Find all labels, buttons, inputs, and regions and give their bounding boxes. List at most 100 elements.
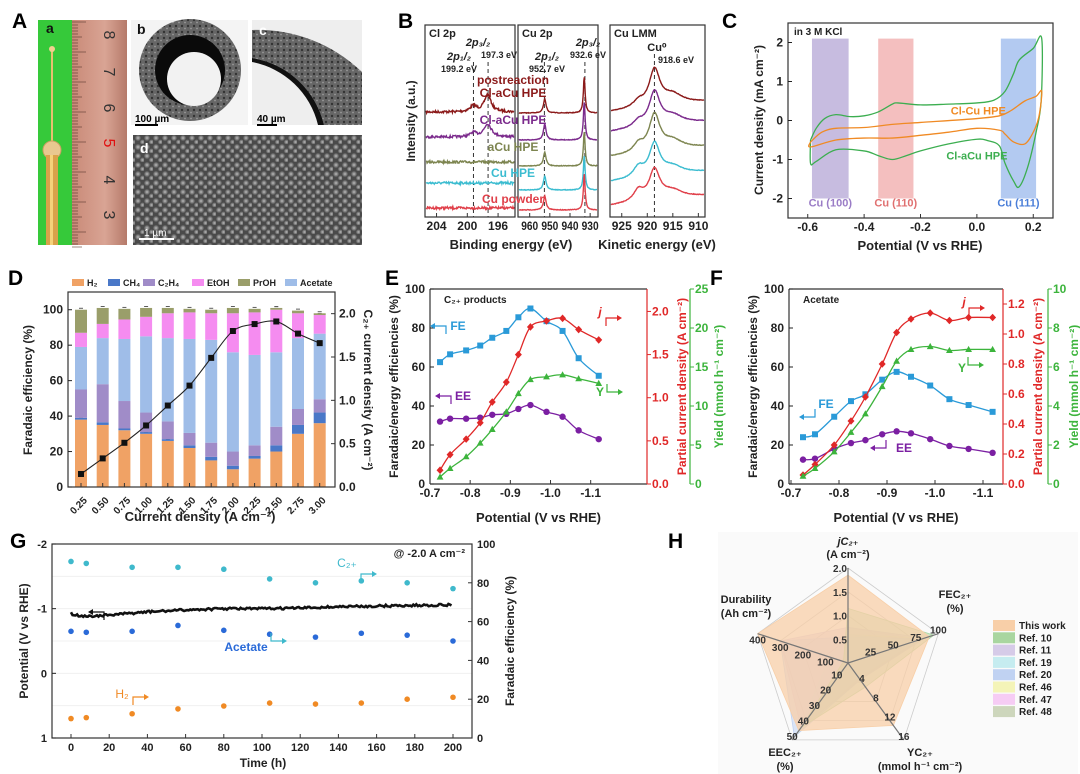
data-point [878, 360, 886, 368]
y-tick-label-right: 1.2 [1008, 297, 1025, 311]
arrow-icon [360, 573, 375, 582]
data-point [462, 415, 470, 422]
arrowhead-icon [88, 609, 93, 615]
x-tick-label: 930 [582, 219, 599, 233]
data-point [847, 428, 855, 435]
y-tick-label: -1 [37, 604, 47, 616]
bar-segment [140, 316, 153, 337]
radar-tick-label: 25 [865, 648, 877, 659]
fe-point-0 [175, 564, 181, 571]
data-point [907, 315, 915, 323]
fe-point-1 [68, 628, 74, 635]
fe-point-2 [312, 701, 319, 707]
peak-label: 2p₃/₂ [575, 37, 600, 49]
spectrum-curve [610, 140, 705, 182]
y-axis-label: Faradaic/energy efficiencies (%) [746, 295, 760, 478]
radar-tick-label: 30 [809, 701, 821, 712]
series-label: EE [896, 441, 912, 455]
legend-label: Ref. 48 [1019, 707, 1052, 718]
bar-segment [140, 336, 153, 413]
legend-swatch [192, 279, 204, 286]
bar-segment [140, 433, 153, 487]
y-tick-label-right2: 4 [1053, 399, 1060, 413]
panel-e-c2-products: 0 20 40 60 80 100 0.0 0.5 1.0 1.5 2.0 0 5 10 15 20 25 -0.… [387, 282, 726, 525]
y-tick-label-right: 60 [477, 617, 489, 629]
spectrum-curve [425, 92, 515, 116]
y-tick-label-right: 2.0 [652, 304, 669, 318]
data-point [502, 408, 510, 415]
bar-segment [75, 389, 87, 418]
peak-label: 2p₁/₂ [446, 51, 471, 63]
radar-axis [847, 633, 939, 664]
fe-point-2 [358, 700, 365, 706]
panel-label-e: E [385, 267, 399, 290]
c2-current-point [143, 422, 150, 429]
data-point [848, 398, 854, 405]
legend-label: Ref. 11 [1019, 646, 1052, 657]
radar-tick-label: 50 [888, 640, 900, 651]
x-axis-label: Kinetic energy (eV) [598, 237, 716, 252]
data-point [436, 466, 444, 474]
data-point [514, 350, 522, 359]
fe-point-2 [68, 715, 74, 722]
data-point [436, 473, 444, 480]
legend-label: Ref. 20 [1019, 670, 1052, 681]
x-tick-label: 204 [427, 219, 447, 233]
y-tick-label-right: 1.5 [652, 348, 669, 362]
y-tick-label-right: 0.4 [1008, 417, 1025, 431]
series-label: EE [455, 389, 471, 403]
spectrum-curve [611, 89, 704, 132]
legend-label: Ref. 10 [1019, 633, 1052, 644]
x-axis-label: Current density (A cm⁻²) [125, 509, 276, 524]
radar-tick-label: 10 [831, 670, 843, 681]
series-label: C₂₊ [337, 556, 357, 570]
fe-point-0 [129, 564, 135, 571]
data-point [575, 375, 583, 382]
data-point [595, 336, 603, 344]
arrow-icon [132, 696, 147, 705]
lumen-bright [167, 52, 221, 106]
data-point [861, 393, 869, 401]
x-tick-label: 925 [612, 219, 632, 233]
photo-electrode-ruler: 8 7 6 5 4 3 a [38, 20, 127, 248]
bar-segment [205, 456, 218, 461]
y-tick-label: 1 [41, 733, 47, 745]
x-tick-label: -1.1 [973, 486, 994, 500]
legend-swatch [993, 706, 1015, 718]
bar-segment [270, 445, 283, 452]
y-tick-label-right2: 8 [1053, 321, 1060, 335]
bar-segment [161, 338, 174, 422]
x-tick-label: 3.00 [307, 495, 329, 517]
panel-label-a: A [12, 10, 27, 33]
legend-swatch [993, 693, 1015, 705]
data-point [559, 327, 566, 334]
radar-axis-label: EEC₂₊ [768, 747, 802, 759]
bar-segment [248, 458, 261, 487]
series-label: Cl-aCu HPE [480, 113, 547, 127]
x-tick-label: 40 [141, 742, 153, 754]
arrow-icon [605, 317, 620, 326]
data-point [800, 434, 806, 441]
c2-current-point [99, 455, 106, 462]
spectrum-curve [518, 156, 597, 191]
data-point [463, 347, 470, 354]
radar-tick-label: 8 [873, 693, 879, 704]
arrowhead-icon [979, 362, 984, 368]
y-tick-label-right: 0.0 [339, 480, 356, 494]
y-axis-label: Current density (mA cm⁻²) [752, 45, 766, 195]
x-tick-label: -0.8 [829, 486, 850, 500]
y-tick-label-right2: 2 [1053, 438, 1060, 452]
data-point [527, 401, 534, 409]
panel-b-xps: Cl 2p 204 200 196 Cu 2p 960 950 940 930 Cu LMM 925… [404, 24, 716, 252]
x-tick-label: 100 [253, 742, 271, 754]
arrow-icon [801, 409, 816, 418]
data-point [476, 439, 484, 446]
y-axis-label: Faradaic efficiency (%) [21, 325, 35, 455]
arrow-icon [967, 357, 982, 366]
spectrum-region: Cl 2p 204 200 196 [424, 24, 516, 233]
data-point [527, 375, 534, 383]
radar-axis-unit: (Ah cm⁻²) [721, 608, 772, 620]
y-axis-label-right: Partial current density (A cm⁻²) [675, 298, 689, 475]
